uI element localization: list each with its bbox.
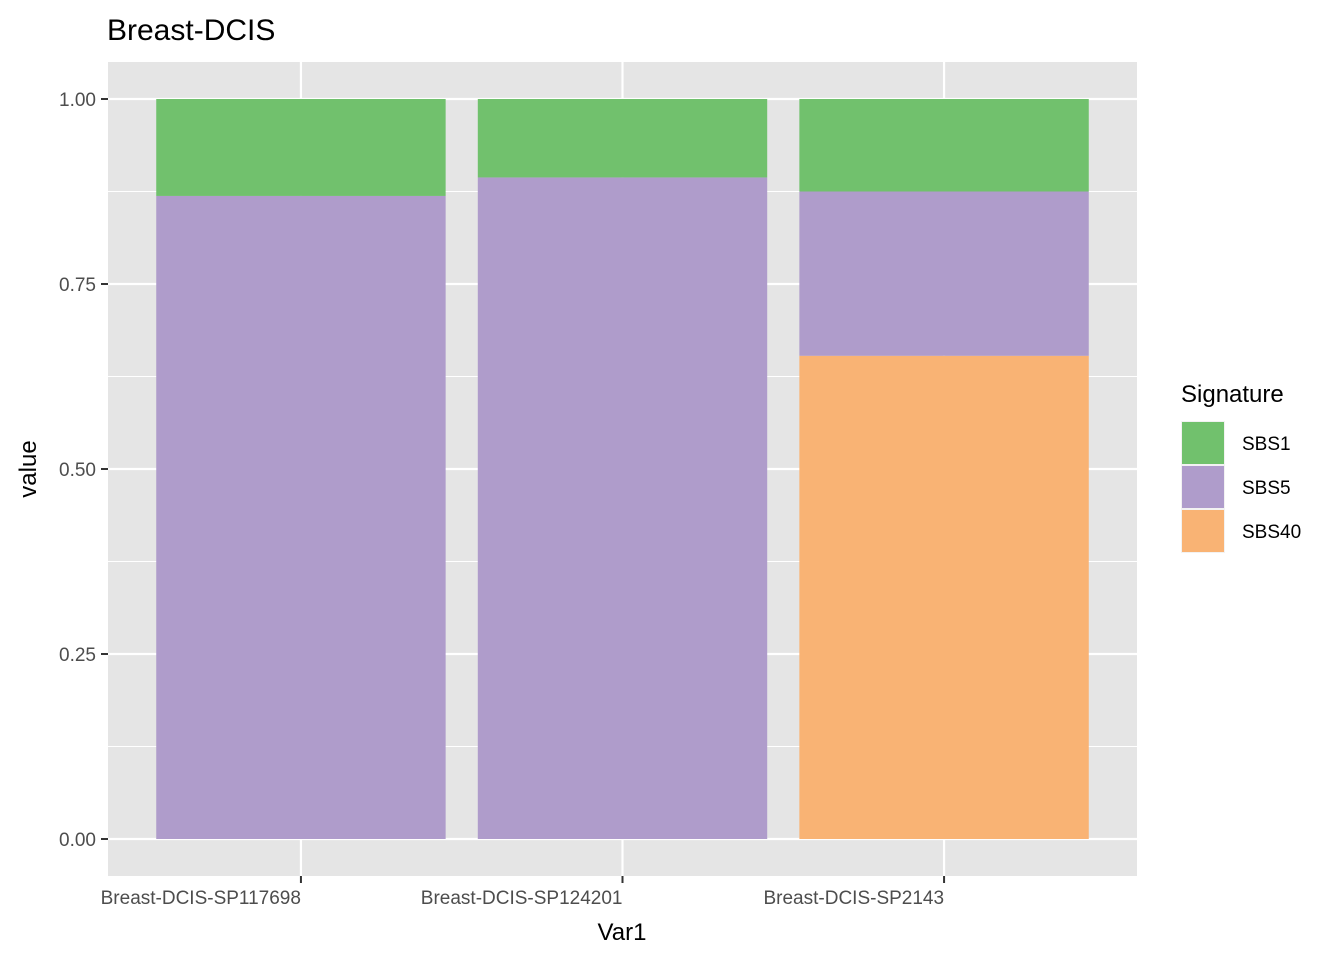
legend: Signature SBS1 SBS5 SBS40 <box>1181 381 1301 553</box>
chart-title: Breast-DCIS <box>107 14 275 47</box>
legend-key-swatch-sbs40 <box>1182 510 1224 552</box>
legend-title: Signature <box>1181 381 1284 408</box>
bar-segment-sbs5 <box>799 191 1089 356</box>
y-tick-label: 0.25 <box>59 645 96 666</box>
x-tick-label: Breast-DCIS-SP124201 <box>421 888 623 909</box>
x-tick-label: Breast-DCIS-SP117698 <box>101 888 301 909</box>
x-axis-title: Var1 <box>598 919 647 946</box>
x-tick-label: Breast-DCIS-SP2143 <box>763 888 944 909</box>
bar-segment-sbs1 <box>156 99 446 196</box>
y-tick-label: 0.00 <box>59 830 96 851</box>
legend-label-sbs1: SBS1 <box>1242 434 1291 455</box>
legend-key-swatch-sbs5 <box>1182 466 1224 508</box>
bar-segment-sbs5 <box>156 195 446 839</box>
bar-segment-sbs5 <box>477 177 768 839</box>
y-axis: 0.00 0.25 0.50 0.75 1.00 <box>59 90 108 851</box>
bars <box>156 99 1089 839</box>
legend-key-swatch-sbs1 <box>1182 422 1224 464</box>
bar-segment-sbs1 <box>477 99 768 178</box>
y-tick-label: 0.75 <box>59 275 96 296</box>
legend-label-sbs40: SBS40 <box>1242 522 1301 543</box>
bar-segment-sbs40 <box>799 355 1089 839</box>
bar-segment-sbs1 <box>799 99 1089 192</box>
legend-label-sbs5: SBS5 <box>1242 478 1291 499</box>
y-tick-label: 1.00 <box>59 90 96 111</box>
y-tick-label: 0.50 <box>59 460 96 481</box>
x-axis: Breast-DCIS-SP117698 Breast-DCIS-SP124201… <box>101 876 946 909</box>
y-axis-title: value <box>15 440 42 497</box>
